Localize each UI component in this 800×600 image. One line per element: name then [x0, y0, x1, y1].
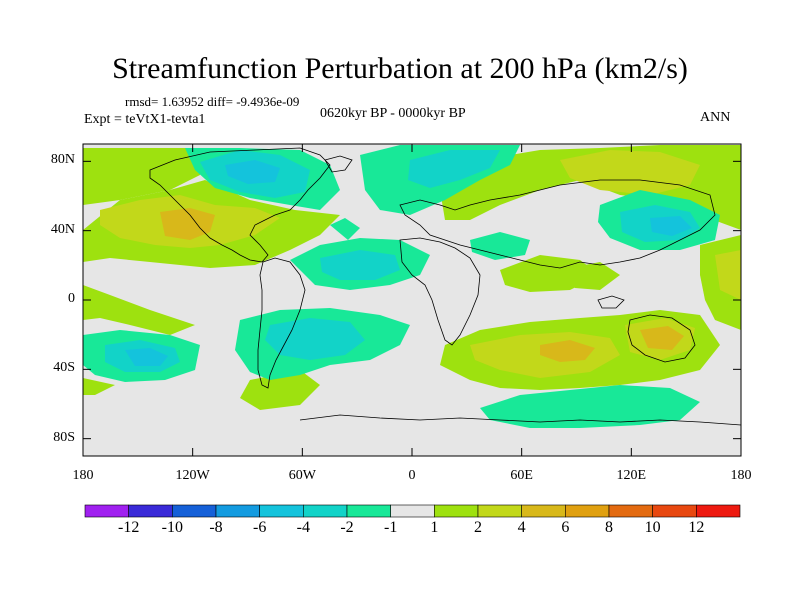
lat-tick-label: 40S [53, 360, 75, 376]
legend-swatch [84, 504, 129, 518]
experiment-subtitle: Expt = teVtX1-tevta1 [84, 112, 206, 127]
north-america-outline [149, 147, 331, 263]
lon-tick-label: 180 [72, 468, 94, 483]
eurasia-outline [399, 179, 716, 269]
legend-swatch [608, 504, 653, 518]
legend-label: -1 [383, 519, 398, 536]
negative-region [650, 216, 692, 236]
lat-tick-label: 80N [50, 152, 75, 168]
legend-label: -12 [117, 519, 140, 536]
legend-label: -6 [252, 519, 267, 536]
legend-swatch [652, 504, 697, 518]
legend-swatch [259, 504, 304, 518]
positive-region [83, 378, 115, 395]
negative-region [330, 218, 360, 240]
lon-tick-label: 60W [288, 468, 316, 483]
antarctica-outline [299, 414, 741, 426]
legend-label: 1 [430, 519, 439, 536]
positive-region [83, 285, 195, 335]
positive-region [540, 340, 595, 362]
lon-tick-label: 180 [730, 468, 752, 483]
positive-region [715, 250, 741, 300]
legend-label: -2 [340, 519, 354, 536]
negative-anomaly-4to6 [125, 160, 692, 366]
legend-swatch [346, 504, 391, 518]
legend-swatch [390, 504, 435, 518]
lon-ticks [82, 144, 742, 456]
legend-label: -4 [296, 519, 310, 536]
legend-swatch [172, 504, 217, 518]
negative-region [265, 318, 365, 360]
positive-region [640, 326, 684, 350]
south-america-outline [257, 257, 306, 389]
legend-label: 2 [474, 519, 482, 536]
lon-tick-label: 120E [616, 468, 647, 483]
color-legend [84, 504, 741, 518]
positive-anomaly-4to6 [160, 208, 684, 362]
negative-region [470, 232, 530, 260]
australia-outline [627, 314, 696, 363]
positive-region [560, 262, 620, 290]
negative-region [480, 385, 700, 428]
coastlines [149, 147, 741, 426]
negative-region [125, 348, 168, 366]
map-area [83, 144, 741, 456]
legend-label: 12 [688, 519, 705, 536]
legend-swatch [434, 504, 479, 518]
legend-label: 8 [605, 519, 613, 536]
legend-swatch [477, 504, 522, 518]
legend-label: 10 [644, 519, 661, 536]
positive-region [160, 208, 215, 240]
lon-tick-label: 60E [510, 468, 533, 483]
stats-subtitle: rmsd= 1.63952 diff= -9.4936e-09 [125, 94, 300, 109]
legend-swatch [521, 504, 566, 518]
time-range-subtitle: 0620kyr BP - 0000kyr BP [320, 106, 466, 121]
africa-outline [399, 237, 481, 346]
season-label: ANN [700, 110, 731, 125]
island-outline [597, 295, 625, 309]
lon-tick-label: 0 [408, 468, 416, 483]
legend-swatch [565, 504, 610, 518]
negative-region [320, 250, 400, 280]
lon-tick-label: 120W [175, 468, 210, 483]
legend-label: -8 [209, 519, 223, 536]
greenland-outline [324, 155, 353, 173]
positive-region [240, 370, 320, 410]
legend-swatch [215, 504, 260, 518]
negative-region [225, 160, 280, 184]
legend-swatch [128, 504, 173, 518]
lat-tick-label: 40N [50, 221, 75, 237]
negative-region [408, 150, 500, 188]
legend-swatch [303, 504, 348, 518]
lat-tick-label: 80S [53, 429, 75, 445]
lat-tick-label: 0 [68, 291, 75, 306]
legend-label: -10 [161, 519, 183, 536]
legend-swatch [696, 504, 741, 518]
lat-ticks [83, 160, 741, 440]
positive-region [560, 150, 700, 195]
chart-title: Streamfunction Perturbation at 200 hPa (… [112, 52, 688, 85]
legend-label: 4 [517, 519, 526, 536]
positive-region [83, 148, 210, 205]
legend-label: 6 [561, 519, 570, 536]
